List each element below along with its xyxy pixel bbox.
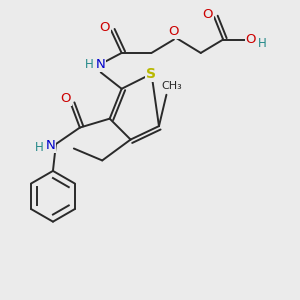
Text: S: S [146, 67, 157, 81]
Text: O: O [60, 92, 71, 105]
Text: O: O [246, 33, 256, 46]
Text: O: O [202, 8, 213, 21]
Text: H: H [35, 141, 44, 154]
Text: O: O [169, 25, 179, 38]
Text: N: N [95, 58, 105, 70]
Text: O: O [99, 21, 110, 34]
Text: H: H [85, 58, 94, 70]
Text: CH₃: CH₃ [161, 81, 182, 92]
Text: N: N [46, 139, 56, 152]
Text: H: H [258, 38, 266, 50]
